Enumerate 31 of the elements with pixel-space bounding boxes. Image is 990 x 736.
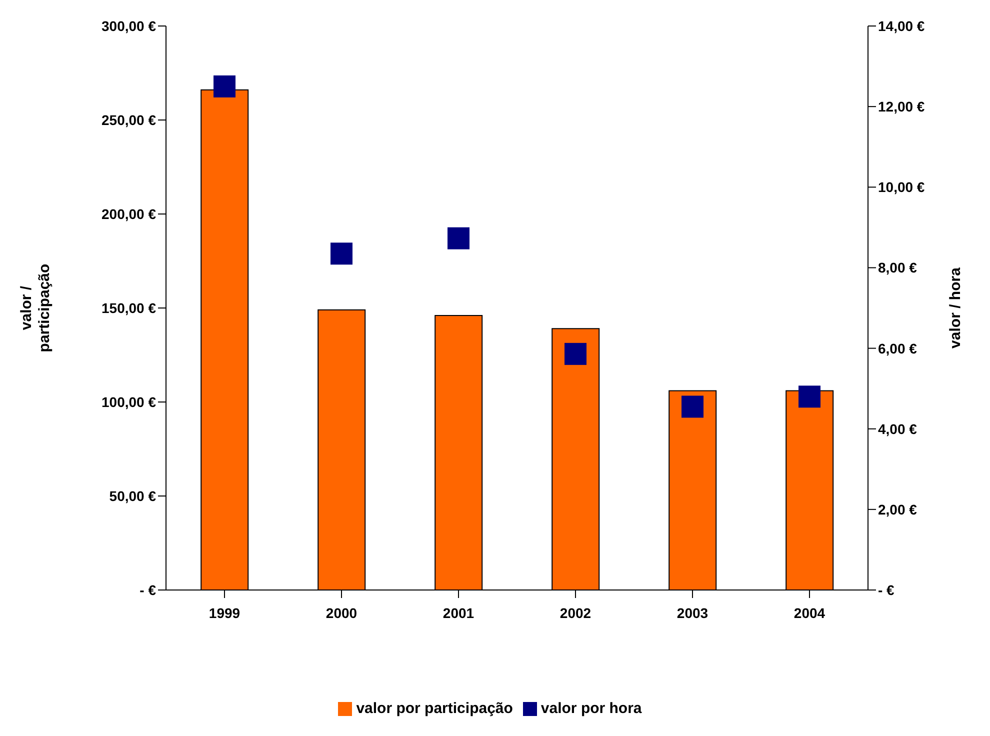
- legend-label: valor por participação: [356, 700, 513, 717]
- y2-axis-title: valor / hora: [947, 266, 964, 348]
- y2-tick-label: 6,00 €: [878, 340, 918, 356]
- point: [330, 242, 352, 265]
- y2-tick-label: 2,00 €: [878, 501, 918, 518]
- x-tick-label: 2002: [560, 604, 592, 621]
- y-tick-label: 300,00 €: [102, 18, 156, 34]
- y-axis-title: valor / participação: [18, 264, 53, 352]
- x-tick-label: 2003: [676, 604, 708, 621]
- x-tick-label: 2000: [326, 604, 358, 621]
- y-tick-label: 150,00 €: [102, 300, 156, 316]
- point: [682, 396, 704, 418]
- y-tick-label: 200,00 €: [102, 206, 156, 222]
- y-tick-label: 250,00 €: [102, 112, 156, 128]
- y2-tick-label: 8,00 €: [878, 260, 918, 276]
- x-tick-label: 2001: [442, 604, 474, 621]
- y-tick-label: 100,00 €: [102, 394, 156, 410]
- legend-label: valor por hora: [540, 700, 642, 717]
- y-tick-label: - €: [140, 582, 156, 598]
- point: [448, 227, 470, 250]
- point: [798, 386, 820, 408]
- y2-tick-label: 10,00 €: [878, 179, 925, 196]
- y2-tick-label: - €: [878, 582, 895, 598]
- point: [564, 342, 586, 365]
- y-tick-label: 50,00 €: [109, 488, 156, 504]
- y2-tick-label: 14,00 €: [878, 18, 925, 34]
- x-tick-label: 1999: [208, 604, 240, 621]
- y2-tick-label: 4,00 €: [878, 420, 918, 437]
- point: [214, 75, 236, 98]
- x-tick-label: 2004: [794, 604, 826, 621]
- y2-tick-label: 12,00 €: [878, 98, 925, 115]
